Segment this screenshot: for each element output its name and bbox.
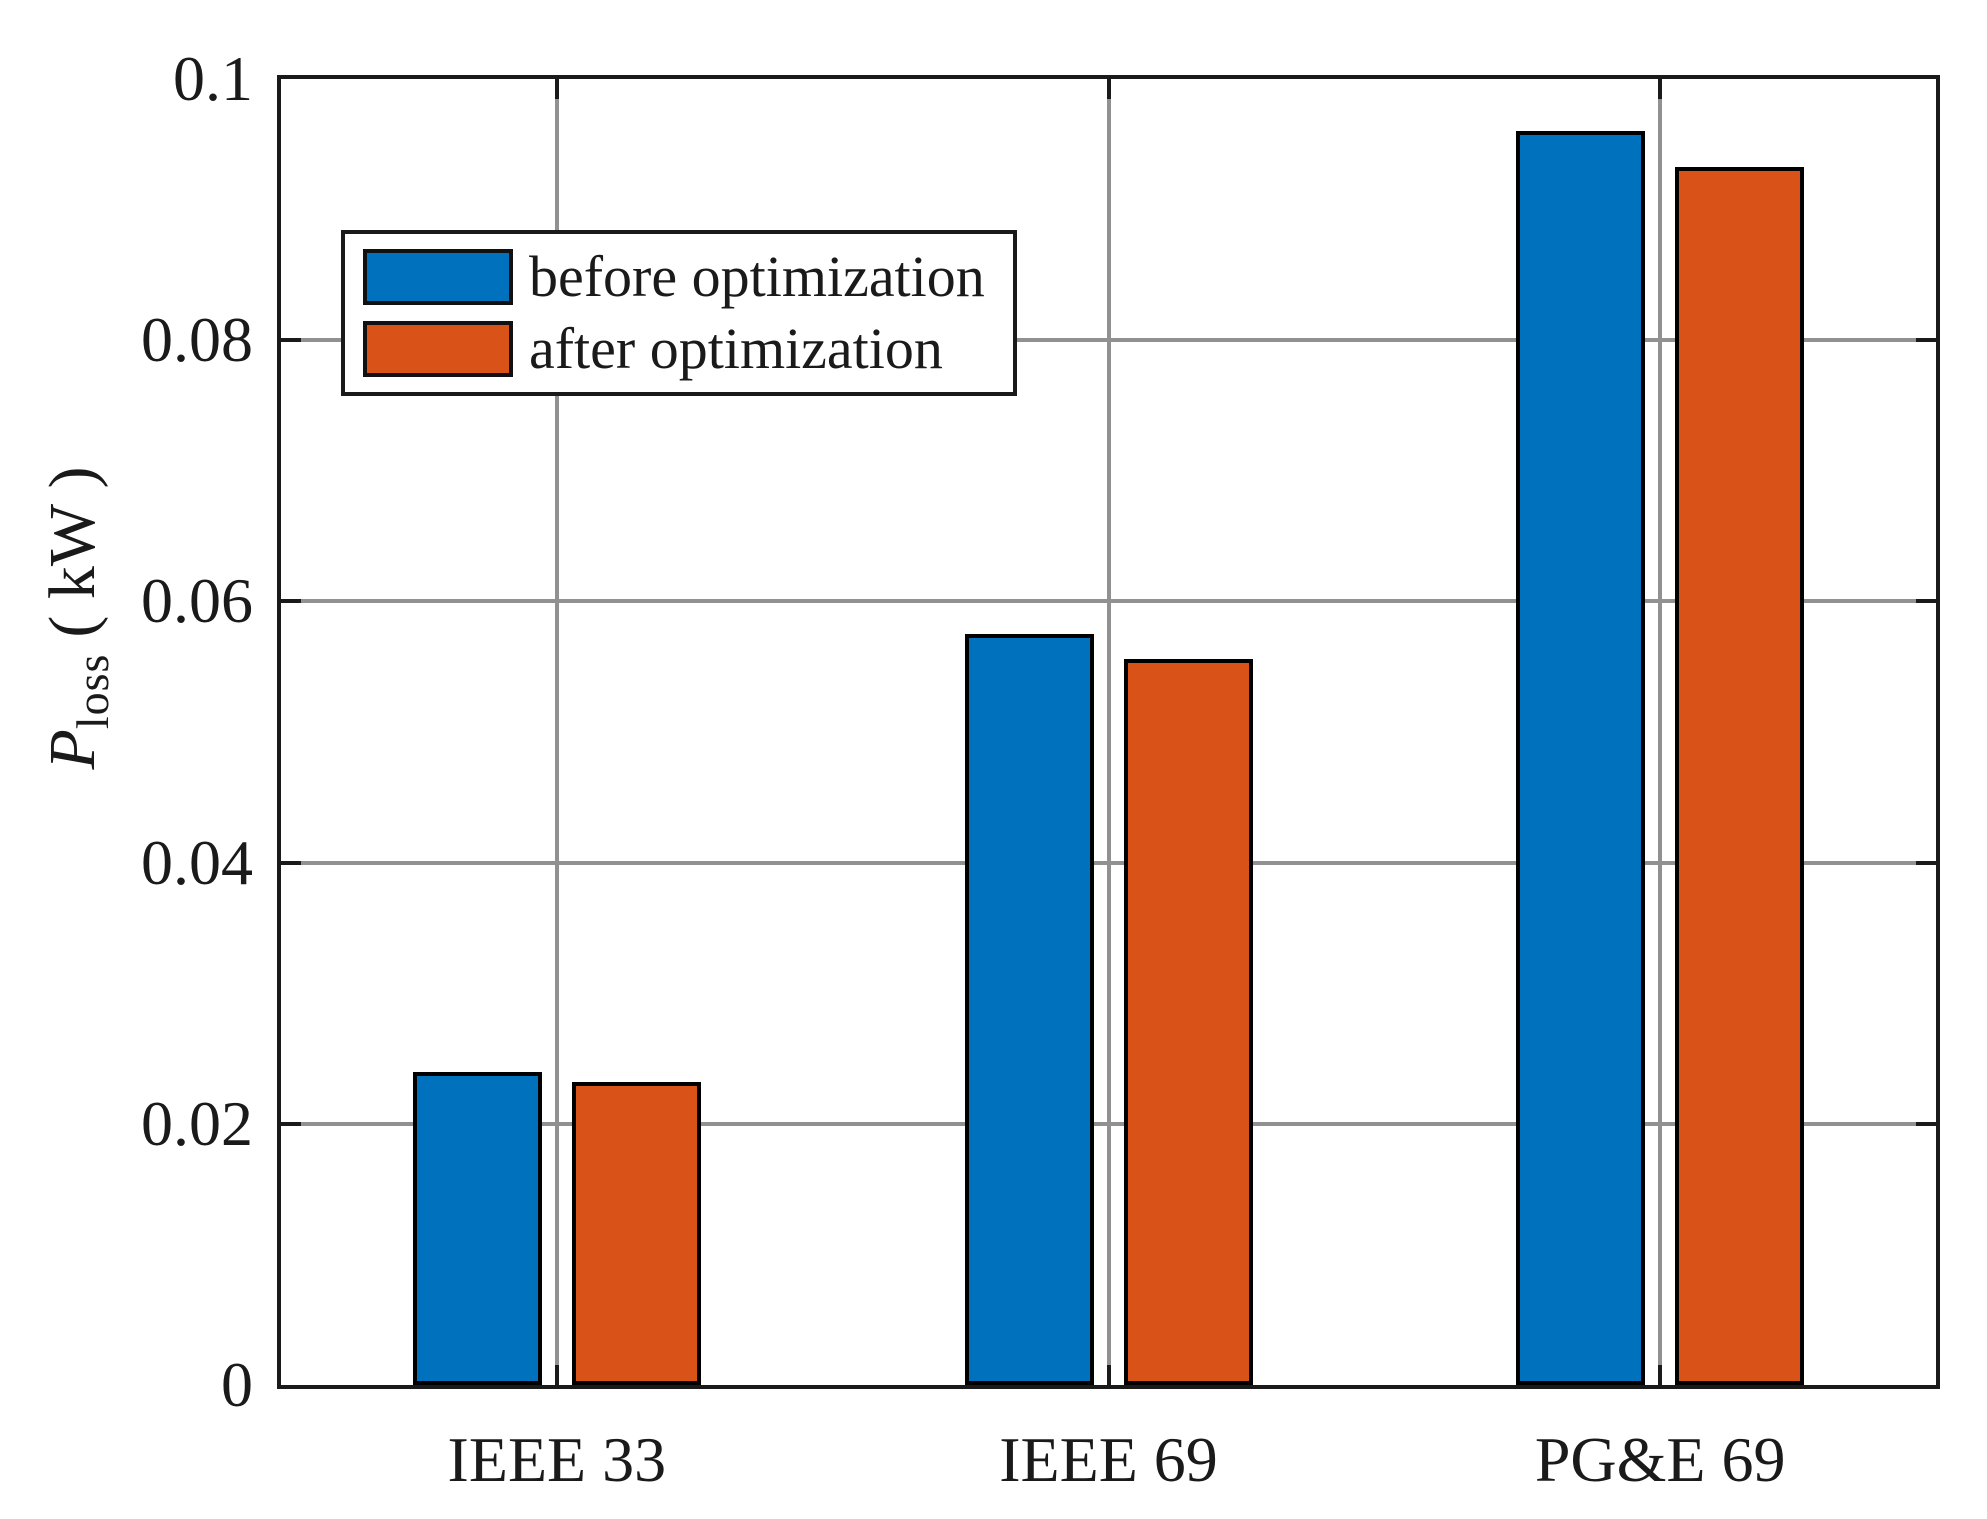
bar-after-optimization-ieee-33 <box>571 1082 701 1385</box>
tick-top-pg-e-69 <box>1658 79 1663 99</box>
tick-bottom-ieee-33 <box>554 1365 559 1385</box>
tick-left-0.06 <box>281 599 301 604</box>
gridline-y-0.04 <box>281 860 1936 865</box>
tick-top-ieee-69 <box>1106 79 1111 99</box>
bar-before-optimization-ieee-33 <box>412 1072 542 1385</box>
y-tick-label-0.04: 0.04 <box>141 826 253 898</box>
tick-right-0.02 <box>1916 1121 1936 1126</box>
gridline-x-ieee-33 <box>554 79 559 1385</box>
tick-left-0.02 <box>281 1121 301 1126</box>
tick-bottom-ieee-69 <box>1106 1365 1111 1385</box>
y-tick-label-0: 0 <box>221 1349 253 1420</box>
tick-left-0.04 <box>281 860 301 865</box>
y-tick-label-0.1: 0.1 <box>173 43 253 114</box>
bar-after-optimization-ieee-69 <box>1123 659 1253 1385</box>
y-tick-label-0.08: 0.08 <box>141 304 253 376</box>
legend-swatch-before-optimization <box>363 249 513 305</box>
tick-top-ieee-33 <box>554 79 559 99</box>
x-tick-label-ieee-69: IEEE 69 <box>999 1424 1218 1495</box>
tick-bottom-pg-e-69 <box>1658 1365 1663 1385</box>
legend-swatch-after-optimization <box>363 321 513 377</box>
y-tick-label-0.02: 0.02 <box>141 1087 253 1159</box>
legend-label-after-optimization: after optimization <box>529 316 943 381</box>
gridline-y-0.06 <box>281 599 1936 604</box>
legend: before optimization after optimization <box>341 230 1017 396</box>
plot-area: before optimization after optimization <box>277 75 1940 1389</box>
bar-before-optimization-ieee-69 <box>964 634 1094 1385</box>
y-axis-label-subscript: loss <box>67 653 118 730</box>
x-tick-label-ieee-33: IEEE 33 <box>447 1424 667 1495</box>
tick-right-0.06 <box>1916 599 1936 604</box>
gridline-x-ieee-69 <box>1106 79 1111 1385</box>
tick-right-0.08 <box>1916 338 1936 343</box>
y-tick-label-0.06: 0.06 <box>141 565 253 637</box>
gridline-y-0.08 <box>281 338 1936 343</box>
legend-row-after-optimization: after optimization <box>363 320 1013 378</box>
tick-right-0.04 <box>1916 860 1936 865</box>
x-tick-label-pg-e-69: PG&E 69 <box>1534 1424 1786 1495</box>
legend-row-before-optimization: before optimization <box>363 248 1013 306</box>
bar-before-optimization-pg-e-69 <box>1516 131 1646 1385</box>
y-axis-label-symbol: P <box>36 729 109 770</box>
gridline-y-0.02 <box>281 1121 1936 1126</box>
bar-after-optimization-pg-e-69 <box>1675 167 1805 1385</box>
gridline-x-pg-e-69 <box>1658 79 1663 1385</box>
legend-label-before-optimization: before optimization <box>529 244 985 309</box>
tick-left-0.08 <box>281 338 301 343</box>
